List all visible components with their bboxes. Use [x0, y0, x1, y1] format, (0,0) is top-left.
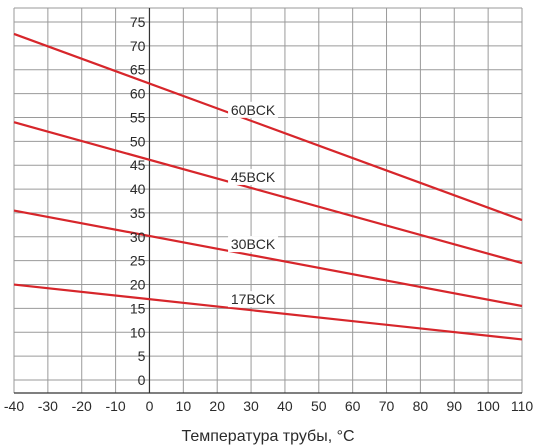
x-tick-label: 70 [379, 398, 395, 414]
series-label: 45BCK [231, 169, 276, 185]
series-label: 30BCK [231, 236, 276, 252]
x-tick-label: -30 [38, 398, 58, 414]
x-tick-label: -40 [4, 398, 24, 414]
x-tick-label: 100 [476, 398, 500, 414]
x-tick-label: 110 [511, 398, 534, 414]
x-tick-label: 60 [345, 398, 361, 414]
y-tick-label: 35 [130, 205, 146, 221]
series-lines: 60BCK 45BCK 30BCK 17BCK [13, 32, 523, 341]
x-tick-label: 30 [243, 398, 259, 414]
x-tick-label: -10 [105, 398, 125, 414]
x-tick-label: 90 [446, 398, 462, 414]
x-tick-label: 20 [209, 398, 225, 414]
series-label: 60BCK [231, 102, 276, 118]
y-tick-label: 70 [130, 38, 146, 54]
y-tick-label: 65 [130, 62, 146, 78]
tick-labels: 0 5 10 15 20 25 30 35 40 45 50 55 60 65 70 75 -40 -30 -20-… [4, 14, 533, 414]
y-tick-label: 10 [130, 324, 146, 340]
x-tick-label: -20 [72, 398, 92, 414]
x-tick-label: 0 [146, 398, 154, 414]
y-tick-label: 25 [130, 253, 146, 269]
series-label-bg [228, 168, 279, 185]
grid [13, 7, 523, 394]
series-label-bg [228, 236, 279, 253]
x-axis-title: Температура трубы, °C [181, 428, 354, 445]
y-tick-label: 60 [130, 86, 146, 102]
series-line [13, 32, 523, 222]
y-tick-label: 20 [130, 277, 146, 293]
y-tick-label: 75 [130, 14, 146, 30]
y-tick-label: 50 [130, 133, 146, 149]
y-tick-label: 15 [130, 300, 146, 316]
y-tick-label: 55 [130, 109, 146, 125]
series-line [13, 283, 523, 341]
axes [14, 8, 522, 394]
series-label-bg [228, 291, 279, 308]
series-label-bg [228, 101, 279, 118]
y-tick-label: 5 [138, 348, 146, 364]
x-tick-label: 40 [277, 398, 293, 414]
series-line [13, 121, 523, 265]
y-tick-label: 0 [138, 372, 146, 388]
y-tick-label: 30 [130, 229, 146, 245]
series-label: 17BCK [231, 291, 276, 307]
x-tick-label: 50 [311, 398, 327, 414]
series-line [13, 209, 523, 308]
y-tick-label: 45 [130, 157, 146, 173]
x-tick-label: 10 [176, 398, 192, 414]
y-tick-label: 40 [130, 181, 146, 197]
x-tick-label: 80 [413, 398, 429, 414]
